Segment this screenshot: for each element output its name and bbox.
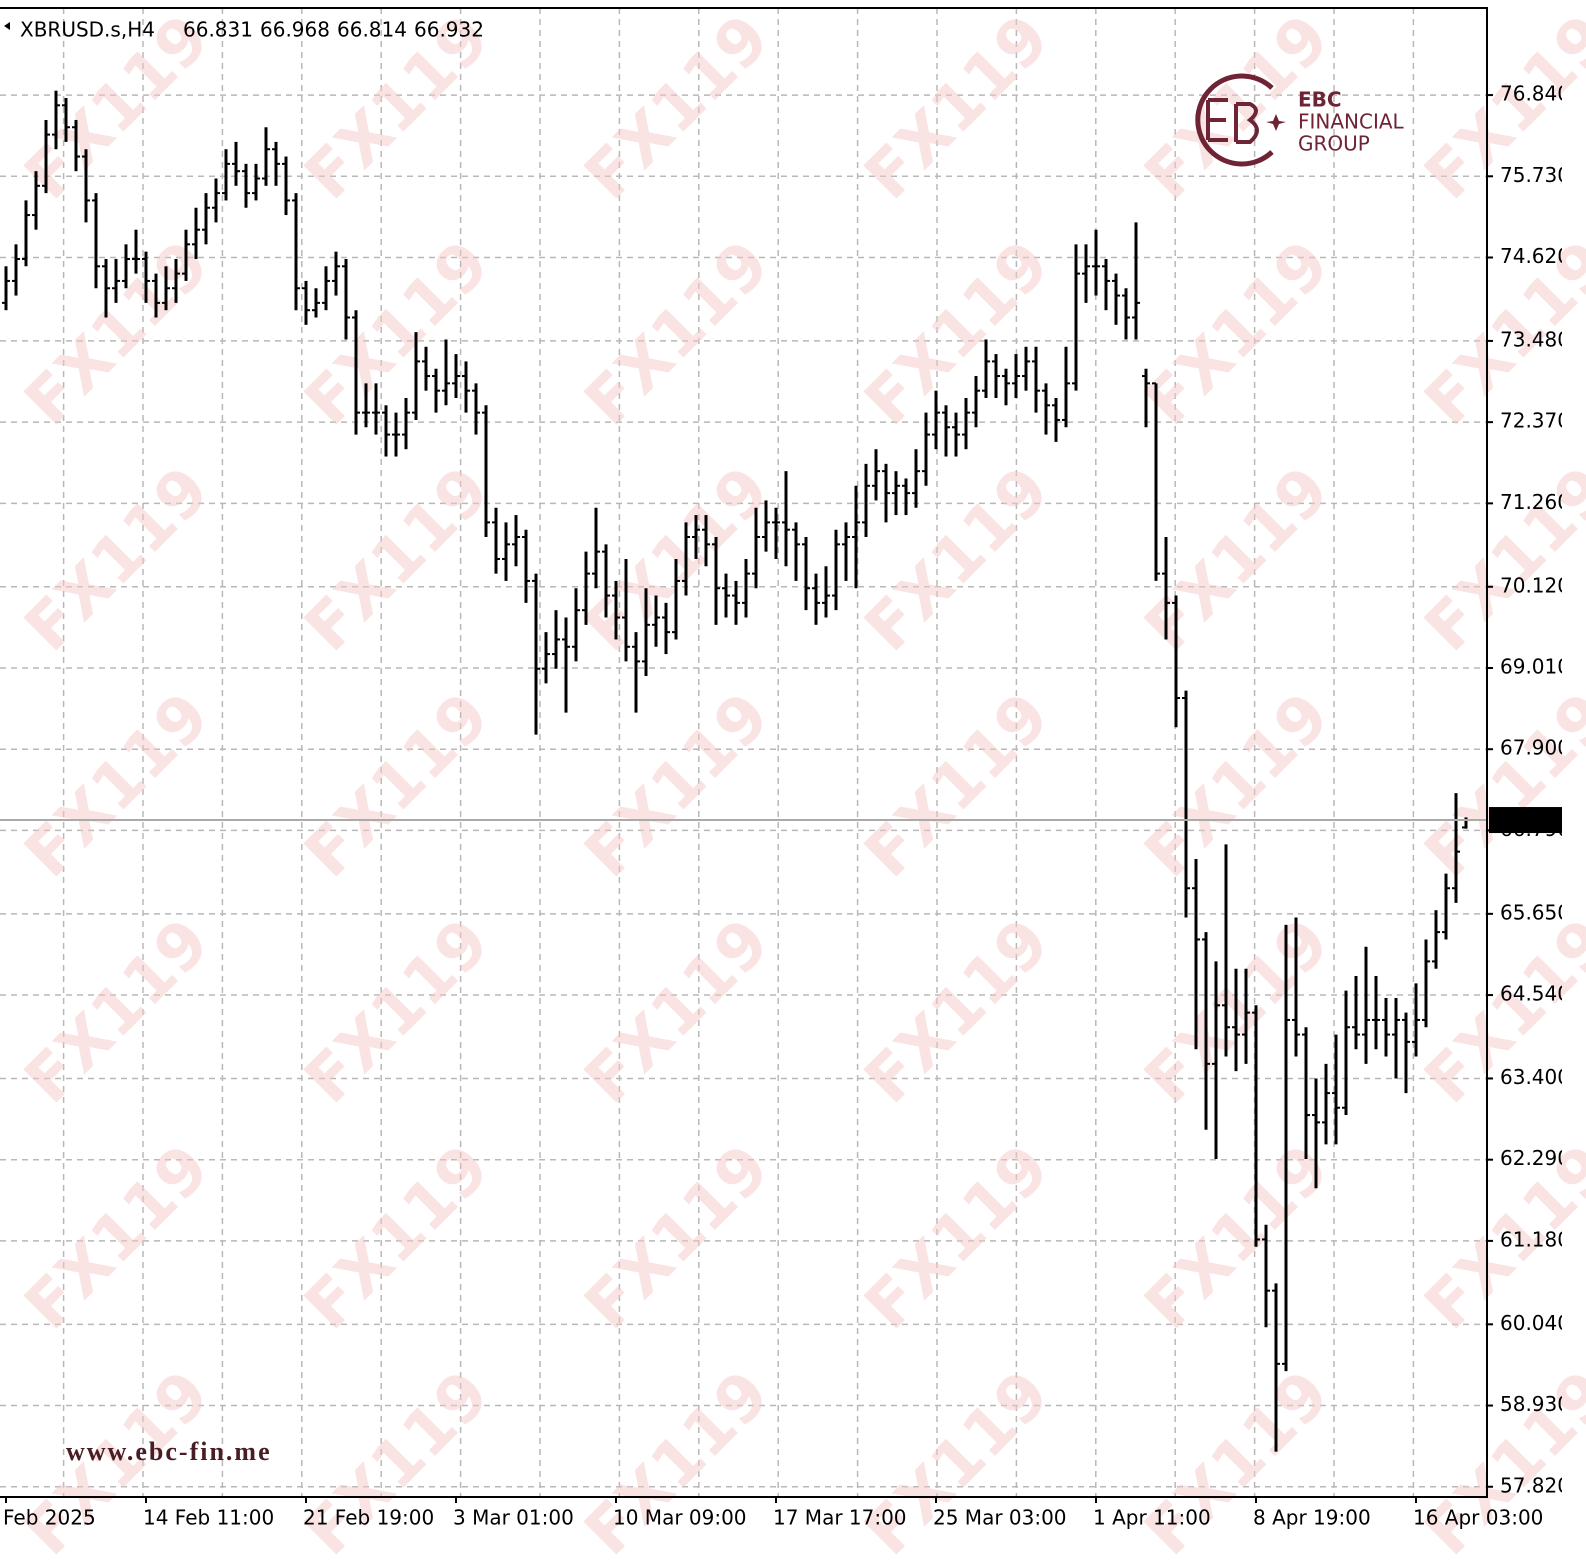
x-axis: Feb 2025 14 Feb 11:00 21 Feb 19:00 3 Mar 01…	[3, 1497, 1543, 1530]
price-label-box	[1489, 807, 1562, 834]
x-tick-label: 21 Feb 19:00	[303, 1506, 434, 1530]
y-tick-label: 72.370	[1500, 409, 1570, 433]
x-tick-label: 25 Mar 03:00	[933, 1506, 1067, 1530]
x-tick-label: 8 Apr 19:00	[1253, 1506, 1371, 1530]
y-tick-label: 62.290	[1500, 1146, 1570, 1170]
y-tick-label: 76.840	[1500, 82, 1570, 106]
y-tick-label: 67.900	[1500, 736, 1570, 760]
y-tick-label: 57.820	[1500, 1473, 1570, 1497]
logo-star	[1266, 114, 1286, 131]
y-tick-label: 74.620	[1500, 244, 1570, 268]
logo: EBC FINANCIAL GROUP	[1195, 73, 1405, 167]
header-low: 66.814	[337, 18, 407, 42]
x-tick-label: 10 Mar 09:00	[613, 1506, 747, 1530]
y-tick-label: 65.650	[1500, 900, 1570, 924]
symbol: XBRUSD.s,H4	[20, 18, 155, 42]
horizontal-grid	[0, 94, 1487, 1488]
x-tick-label: 14 Feb 11:00	[143, 1506, 274, 1530]
price-label: 66.932	[1500, 807, 1570, 831]
header-open: 66.831	[183, 18, 253, 42]
header-close: 66.932	[414, 18, 484, 42]
logo-text: FINANCIAL	[1298, 110, 1405, 134]
header-high: 66.968	[260, 18, 330, 42]
x-tick-label: Feb 2025	[3, 1506, 96, 1530]
x-tick-label: 1 Apr 11:00	[1093, 1506, 1211, 1530]
x-tick-label: 3 Mar 01:00	[453, 1506, 574, 1530]
logo-text: EBC	[1298, 88, 1342, 112]
y-tick-label: 64.540	[1500, 982, 1570, 1006]
y-tick-label: 70.120	[1500, 573, 1570, 597]
x-tick-label: 17 Mar 17:00	[773, 1506, 907, 1530]
y-axis: 76.840 75.730 74.620 73.480 72.370 71.260 70.1…	[1487, 82, 1570, 1497]
y-tick-label: 73.480	[1500, 327, 1570, 351]
y-tick-label: 71.260	[1500, 490, 1570, 514]
bars	[0, 90, 1487, 1452]
logo-ring	[1195, 73, 1274, 167]
y-tick-label: 63.400	[1500, 1065, 1570, 1089]
y-tick-label: 69.010	[1500, 654, 1570, 678]
header-arrow	[4, 22, 10, 30]
x-tick-label: 16 Apr 03:00	[1413, 1506, 1543, 1530]
plot-frame	[0, 7, 1488, 1498]
url: www.ebc-fin.me	[66, 1437, 272, 1466]
y-tick-label: 61.180	[1500, 1227, 1570, 1251]
logo-mark	[1206, 98, 1259, 144]
y-tick-label: 75.730	[1500, 163, 1570, 187]
y-tick-label: 58.930	[1500, 1392, 1570, 1416]
header: XBRUSD.s,H4 66.831 66.968 66.814 66.932	[4, 18, 484, 42]
y-tick-label: 60.040	[1500, 1311, 1570, 1335]
logo-text: GROUP	[1298, 132, 1370, 156]
